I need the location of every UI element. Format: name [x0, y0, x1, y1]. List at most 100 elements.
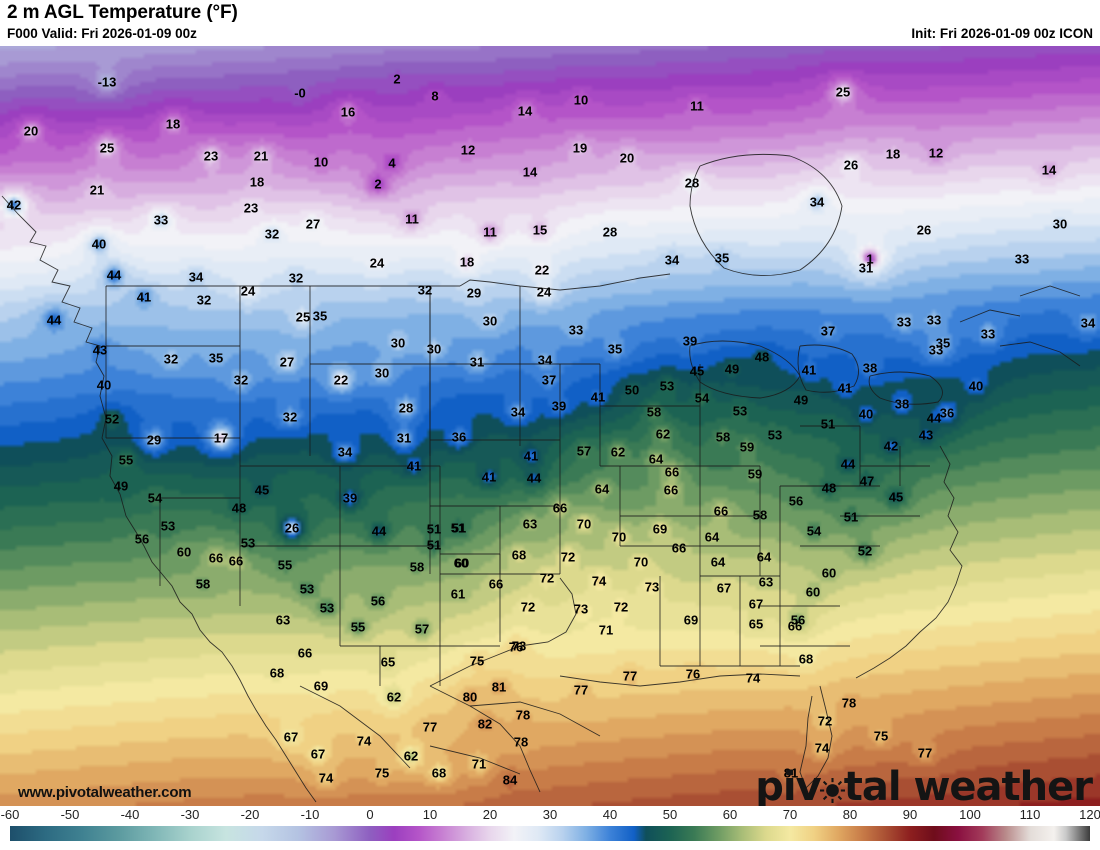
colorbar: -60 -50 -40 -30 -20 -10 0 10 20 30 40 50 60 70 80 90 100… — [0, 806, 1100, 850]
temperature-label: 69 — [652, 521, 668, 537]
temperature-label: 58 — [195, 576, 211, 592]
temperature-label: 31 — [858, 260, 874, 276]
temperature-label: 56 — [370, 593, 386, 609]
temperature-label: 44 — [106, 267, 122, 283]
temperature-label: 77 — [573, 682, 589, 698]
temperature-label: 53 — [160, 518, 176, 534]
temperature-label: 64 — [704, 529, 720, 545]
temperature-label: 66 — [671, 540, 687, 556]
temperature-label: 43 — [918, 427, 934, 443]
temperature-label: 66 — [228, 553, 244, 569]
temperature-label: 48 — [754, 349, 770, 365]
site-url-watermark: www.pivotalweather.com — [18, 784, 192, 801]
valid-time-label: F000 Valid: Fri 2026-01-09 00z — [7, 26, 197, 41]
temperature-label: 66 — [787, 618, 803, 634]
temperature-label: 78 — [515, 707, 531, 723]
temperature-label: 32 — [417, 282, 433, 298]
temperature-label: 78 — [841, 695, 857, 711]
temperature-label: 67 — [716, 580, 732, 596]
temperature-label: 29 — [146, 432, 162, 448]
temperature-label: 36 — [451, 429, 467, 445]
temperature-label: 67 — [310, 746, 326, 762]
temperature-label: 70 — [611, 529, 627, 545]
temperature-label: 56 — [790, 612, 806, 628]
map-header: 2 m AGL Temperature (°F) F000 Valid: Fri… — [0, 0, 1100, 46]
temperature-label: 33 — [568, 322, 584, 338]
temperature-label: 68 — [269, 665, 285, 681]
temperature-label: 66 — [664, 464, 680, 480]
temperature-label: 41 — [481, 469, 497, 485]
temperature-label: 72 — [817, 713, 833, 729]
temperature-label: 44 — [926, 410, 942, 426]
temperature-label: 69 — [683, 612, 699, 628]
temperature-label: 72 — [539, 570, 555, 586]
temperature-label: 66 — [552, 500, 568, 516]
temperature-label: 77 — [917, 745, 933, 761]
colorbar-tick: 100 — [959, 807, 981, 822]
temperature-label: 21 — [253, 148, 269, 164]
temperature-label: 32 — [288, 270, 304, 286]
temperature-label: 30 — [374, 365, 390, 381]
temperature-label: 34 — [537, 352, 553, 368]
temperature-map[interactable]: -13 -0 20 18 25 21 23 21 18 23 10 33 32 27 16 2 8 14 10 11 1… — [0, 46, 1100, 806]
temperature-label: 74 — [356, 733, 372, 749]
temperature-label: 73 — [511, 638, 527, 654]
temperature-label: 34 — [510, 404, 526, 420]
temperature-label: 39 — [342, 490, 358, 506]
temperature-label: 49 — [724, 361, 740, 377]
temperature-label: 84 — [502, 772, 518, 788]
temperature-label: 35 — [312, 308, 328, 324]
temperature-label: 23 — [243, 200, 259, 216]
temperature-label: 41 — [136, 289, 152, 305]
temperature-label: 76 — [685, 666, 701, 682]
temperature-label: 41 — [801, 362, 817, 378]
page-title: 2 m AGL Temperature (°F) — [7, 2, 238, 24]
temperature-label: 56 — [134, 531, 150, 547]
temperature-label: 25 — [835, 84, 851, 100]
temperature-label: 56 — [788, 493, 804, 509]
temperature-label: 32 — [196, 292, 212, 308]
temperature-label: 72 — [520, 599, 536, 615]
temperature-label: 64 — [710, 554, 726, 570]
temperature-label: 65 — [748, 616, 764, 632]
temperature-label: 27 — [279, 354, 295, 370]
temperature-label: 57 — [414, 621, 430, 637]
temperature-label: 70 — [576, 516, 592, 532]
colorbar-tick: -40 — [120, 807, 140, 822]
temperature-label: 1 — [866, 251, 874, 267]
temperature-label: 11 — [483, 224, 497, 240]
temperature-label: 20 — [619, 150, 635, 166]
temperature-label: 45 — [888, 489, 904, 505]
temperature-label: 63 — [758, 574, 774, 590]
temperature-label: 35 — [208, 350, 224, 366]
temperature-label: 21 — [89, 182, 105, 198]
temperature-label: 55 — [277, 557, 293, 573]
logo-text-pre: piv — [755, 764, 821, 806]
colorbar-tick: -10 — [300, 807, 320, 822]
map-borders-overlay — [1, 153, 1081, 803]
temperature-label: 30 — [482, 313, 498, 329]
colorbar-tick: 40 — [602, 807, 618, 822]
temperature-label: -0 — [294, 85, 306, 101]
temperature-label: 44 — [371, 523, 387, 539]
temperature-label: 28 — [684, 175, 700, 191]
temperature-label: 47 — [859, 473, 875, 489]
temperature-label: 66 — [208, 550, 224, 566]
temperature-label: 68 — [511, 547, 527, 563]
temperature-label: 33 — [926, 312, 942, 328]
temperature-label: 51 — [450, 520, 466, 536]
temperature-label: 50 — [624, 382, 640, 398]
colorbar-tick: -20 — [240, 807, 260, 822]
temperature-label: 74 — [591, 573, 607, 589]
temperature-label: 51 — [843, 509, 859, 525]
colorbar-tick: -60 — [0, 807, 20, 822]
temperature-label: 53 — [240, 535, 256, 551]
temperature-label: 81 — [491, 679, 507, 695]
temperature-label: 68 — [431, 765, 447, 781]
temperature-label: -13 — [97, 74, 117, 90]
temperature-label: 54 — [147, 490, 163, 506]
temperature-label: 34 — [664, 252, 680, 268]
colorbar-tick: -30 — [180, 807, 200, 822]
temperature-label: 51 — [426, 521, 442, 537]
temperature-label: 33 — [980, 326, 996, 342]
